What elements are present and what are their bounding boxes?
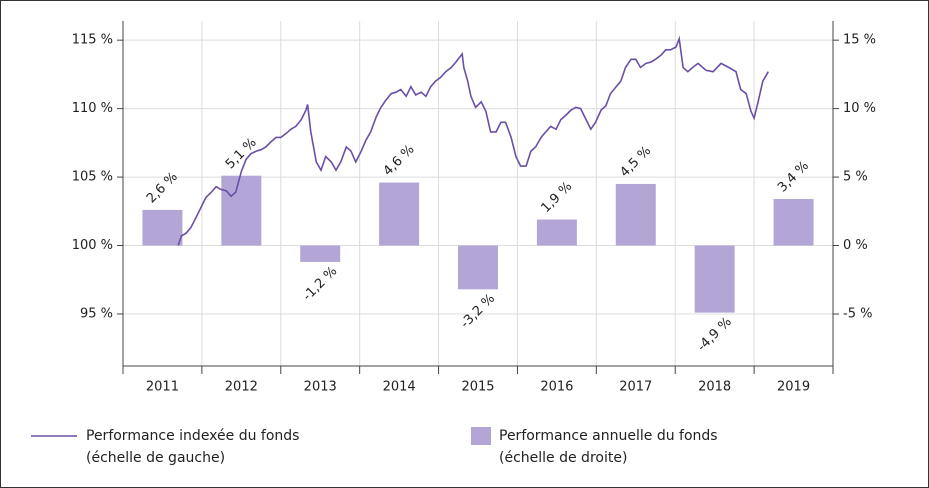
y2-tick-label: 5 % — [843, 170, 868, 185]
x-tick-label: 2012 — [225, 380, 258, 395]
bar — [536, 219, 577, 246]
data-label: 5,1 % — [223, 135, 260, 172]
data-label: -3,2 % — [458, 291, 498, 331]
bar — [379, 182, 420, 246]
x-tick-label: 2016 — [540, 380, 573, 395]
y2-tick-label: 10 % — [843, 101, 876, 116]
y2-tick-label: -5 % — [843, 306, 872, 321]
legend-line-label: Performance indexée du fonds (échelle de… — [86, 428, 300, 466]
y2-tick-label: 15 % — [843, 33, 876, 48]
data-label: 1,9 % — [538, 179, 575, 216]
x-tick-label: 2015 — [461, 380, 494, 395]
x-tick-label: 2019 — [777, 380, 810, 395]
x-tick-label: 2013 — [304, 380, 337, 395]
y-tick-label: 115 % — [72, 33, 113, 48]
bar — [694, 245, 735, 313]
x-tick-label: 2011 — [146, 380, 179, 395]
y2-tick-label: 0 % — [843, 238, 868, 253]
y-tick-label: 110 % — [72, 101, 113, 116]
legend-bar-symbol — [471, 427, 491, 445]
data-label: -1,2 % — [300, 264, 340, 304]
bar — [142, 209, 183, 246]
data-label: 4,6 % — [381, 142, 418, 179]
x-tick-label: 2018 — [698, 380, 731, 395]
data-label: 2,6 % — [144, 169, 181, 206]
bar — [221, 175, 262, 246]
bar — [458, 245, 498, 290]
legend-bar-label: Performance annuelle du fonds (échelle d… — [499, 428, 718, 466]
bar — [773, 198, 814, 246]
y-tick-label: 95 % — [80, 306, 113, 321]
data-label: 4,5 % — [617, 143, 654, 180]
x-tick-label: 2017 — [619, 380, 652, 395]
y-tick-label: 105 % — [72, 170, 113, 185]
line — [177, 35, 769, 246]
x-tick-label: 2014 — [383, 380, 416, 395]
bar — [300, 245, 341, 262]
y-tick-label: 100 % — [72, 238, 113, 253]
data-label: -4,9 % — [695, 315, 735, 355]
bar — [615, 183, 656, 246]
